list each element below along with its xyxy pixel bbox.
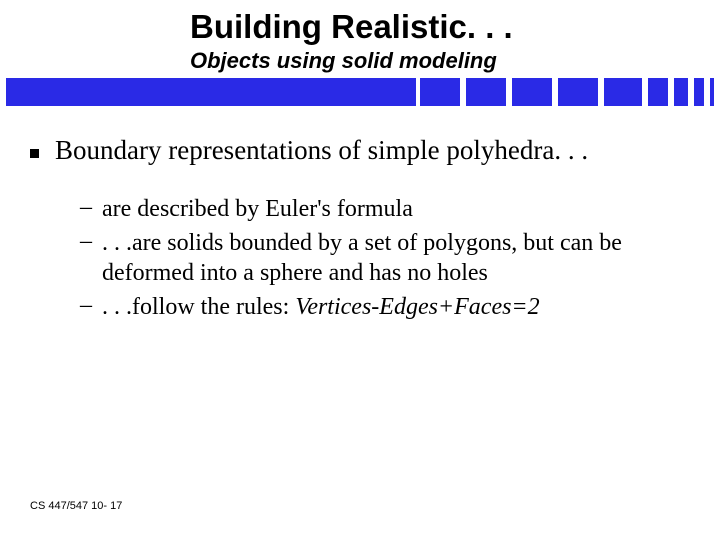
sub-bullet-text: are described by Euler's formula [102, 194, 413, 224]
divider-bar [6, 78, 714, 106]
bullet-row: Boundary representations of simple polyh… [30, 135, 690, 166]
divider-svg [6, 78, 714, 106]
dash-icon: – [80, 194, 92, 221]
slide-subtitle: Objects using solid modeling [190, 48, 720, 74]
sub-bullet-row: –. . .follow the rules: Vertices-Edges+F… [80, 292, 690, 322]
dash-icon: – [80, 292, 92, 319]
slide-footer: CS 447/547 10- 17 [30, 500, 122, 512]
title-block: Building Realistic. . . Objects using so… [0, 0, 720, 74]
dash-icon: – [80, 228, 92, 255]
sub-bullet-row: –. . .are solids bounded by a set of pol… [80, 228, 690, 288]
sub-bullet-list: –are described by Euler's formula–. . .a… [80, 194, 690, 322]
slide-title: Building Realistic. . . [190, 8, 720, 46]
sub-bullet-row: –are described by Euler's formula [80, 194, 690, 224]
sub-bullet-text: . . .follow the rules: Vertices-Edges+Fa… [102, 292, 540, 322]
bullet-square-icon [30, 149, 39, 158]
slide: Building Realistic. . . Objects using so… [0, 0, 720, 540]
bullet-text: Boundary representations of simple polyh… [55, 135, 588, 166]
content-area: Boundary representations of simple polyh… [30, 135, 690, 326]
sub-bullet-text: . . .are solids bounded by a set of poly… [102, 228, 690, 288]
